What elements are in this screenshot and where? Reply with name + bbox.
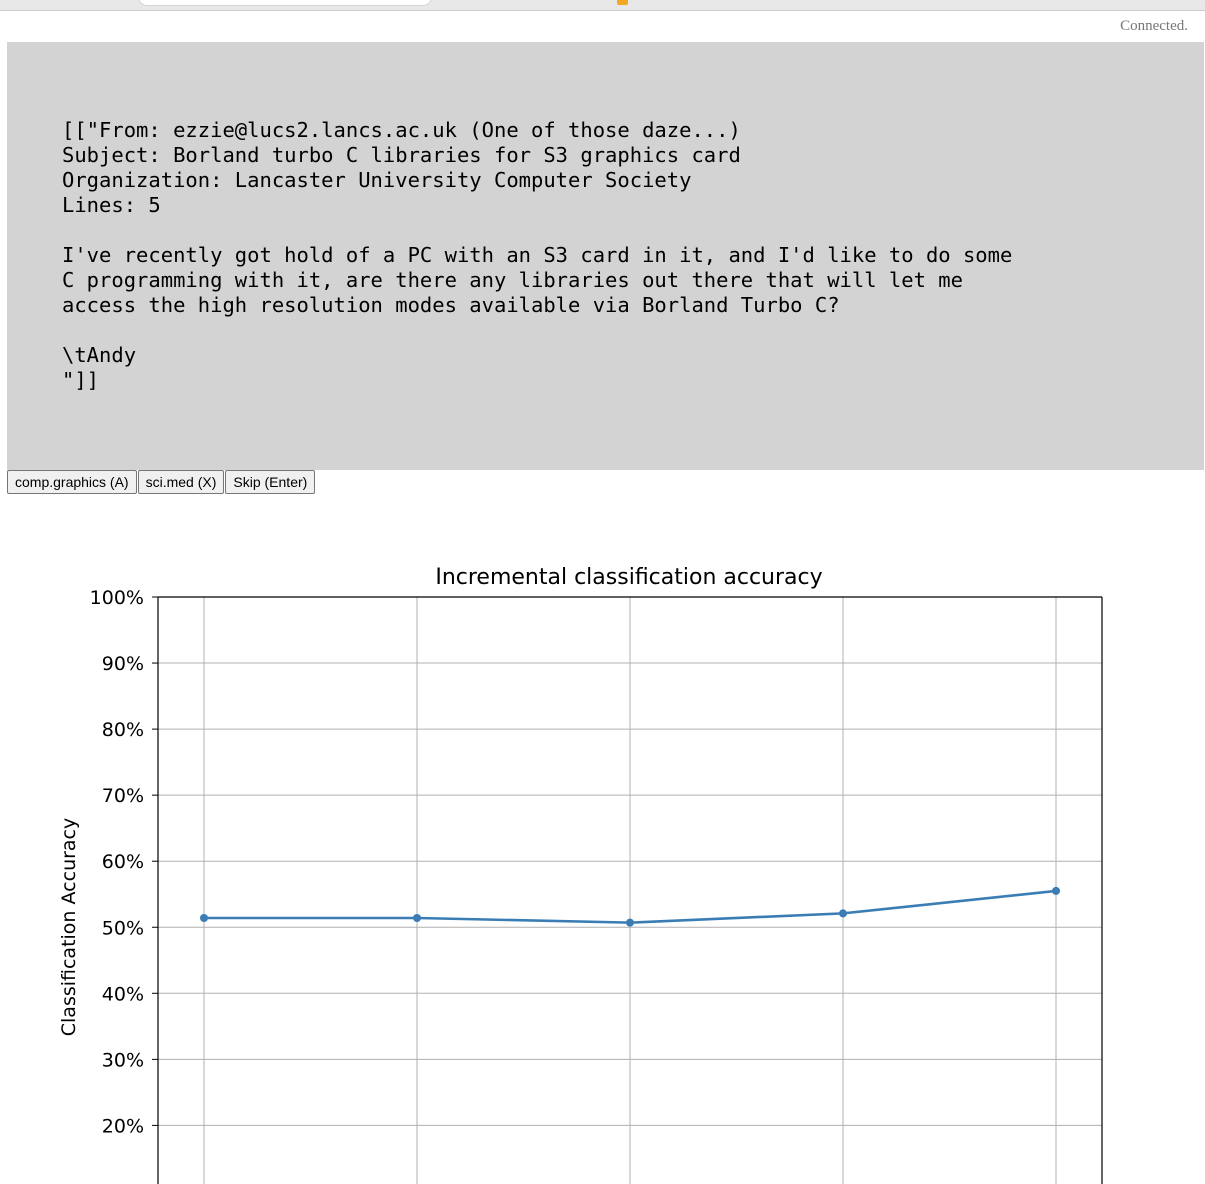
data-point (839, 909, 847, 918)
label-button-bar: comp.graphics (A) sci.med (X) Skip (Ente… (7, 470, 316, 494)
data-point (413, 914, 421, 923)
chart-grid (158, 596, 1102, 1184)
chart-plot-area (157, 596, 1103, 1184)
chart-y-ticks: 100% 90% 80% 70% 60% 50% 40% 30% 20% (90, 587, 158, 1137)
connection-status: Connected. (1120, 18, 1188, 34)
data-point (200, 914, 208, 923)
message-text: [["From: ezzie@lucs2.lancs.ac.uk (One of… (62, 118, 1013, 392)
message-panel: [["From: ezzie@lucs2.lancs.ac.uk (One of… (7, 42, 1204, 470)
y-tick-label: 50% (102, 917, 144, 939)
y-tick-label: 40% (102, 983, 144, 1005)
accuracy-chart-svg: Incremental classification accuracy Clas… (58, 565, 1103, 1184)
y-tick-label: 20% (102, 1115, 144, 1137)
skip-button[interactable]: Skip (Enter) (225, 470, 316, 494)
sci-med-button[interactable]: sci.med (X) (137, 470, 225, 494)
y-tick-label: 80% (102, 719, 144, 741)
data-point (626, 918, 634, 927)
browser-top-strip (0, 0, 1205, 11)
y-tick-label: 70% (102, 785, 144, 807)
chart-title: Incremental classification accuracy (435, 565, 822, 590)
chart-ylabel: Classification Accuracy (58, 818, 80, 1037)
accuracy-chart: Incremental classification accuracy Clas… (0, 540, 1205, 1184)
notification-badge-icon (617, 0, 628, 5)
y-tick-label: 60% (102, 851, 144, 873)
comp-graphics-button[interactable]: comp.graphics (A) (7, 470, 137, 494)
y-tick-label: 90% (102, 653, 144, 675)
y-tick-label: 100% (90, 587, 144, 609)
y-tick-label: 30% (102, 1049, 144, 1071)
data-point (1052, 886, 1060, 895)
address-bar[interactable] (138, 0, 432, 6)
